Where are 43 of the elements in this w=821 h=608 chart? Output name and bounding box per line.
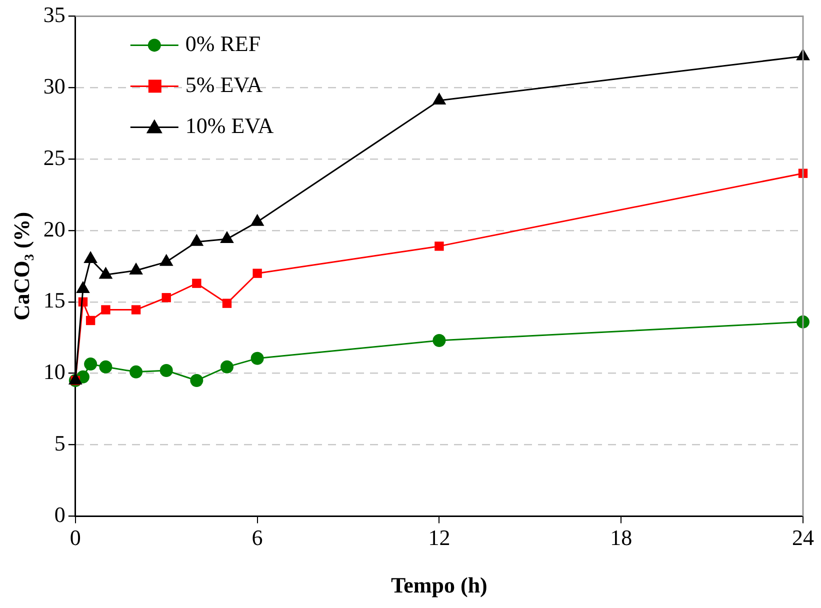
point <box>162 293 171 302</box>
point <box>434 242 444 251</box>
point <box>220 360 234 374</box>
point <box>190 234 204 246</box>
point <box>86 316 96 326</box>
point <box>252 268 262 278</box>
point <box>99 360 112 374</box>
x-tick-label: 6 <box>252 525 263 550</box>
x-tick-label: 24 <box>792 525 814 550</box>
y-tick-label: 20 <box>43 216 66 242</box>
point <box>130 365 143 378</box>
point <box>250 352 264 365</box>
x-axis-title: Tempo (h) <box>391 572 488 598</box>
point <box>250 214 264 226</box>
point <box>432 92 446 104</box>
y-axis-title: CaCO₃ (%) <box>8 212 34 321</box>
x-tick-label: 12 <box>428 525 450 550</box>
point <box>432 334 446 347</box>
point <box>222 298 232 308</box>
point <box>159 254 174 266</box>
y-tick-label: 15 <box>43 288 66 313</box>
y-tick-label: 35 <box>43 2 66 27</box>
y-tick-label: 0 <box>54 502 66 527</box>
point <box>220 231 234 244</box>
x-tick-label: 18 <box>610 525 632 550</box>
legend-label: 0% REF <box>185 30 261 56</box>
point <box>84 358 98 371</box>
point <box>190 374 204 387</box>
y-tick-label: 5 <box>54 430 66 456</box>
point <box>84 251 98 264</box>
y-tick-label: 30 <box>43 73 66 98</box>
legend-label: 10% EVA <box>185 112 274 138</box>
point <box>98 266 113 279</box>
y-tick-label: 25 <box>43 144 66 170</box>
point <box>129 262 143 274</box>
point <box>76 281 90 294</box>
x-tick-label: 0 <box>70 525 81 550</box>
point <box>101 305 110 314</box>
point <box>192 278 202 288</box>
point <box>131 305 141 314</box>
point <box>160 364 173 377</box>
y-tick-label: 10 <box>43 359 66 384</box>
legend-label: 5% EVA <box>185 72 263 97</box>
